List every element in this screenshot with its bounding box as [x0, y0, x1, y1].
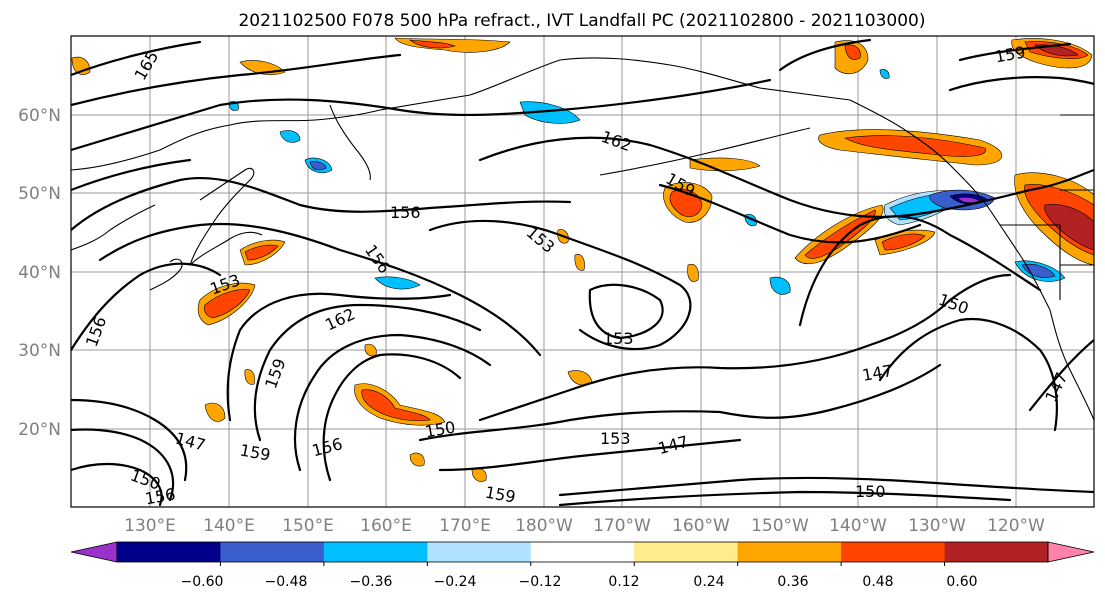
coastlines — [71, 57, 1094, 421]
colorbar-swatch — [220, 542, 325, 562]
positive-anomaly-shading — [71, 37, 1094, 482]
lon-label: 150°E — [282, 516, 334, 536]
latitude-labels: 60°N 50°N 40°N 30°N 20°N — [18, 106, 61, 440]
map-panel: 165 162 159 156 153 153 156 162 159 156 … — [70, 35, 1095, 508]
colorbar-ticks — [219, 562, 946, 566]
lat-label: 60°N — [18, 106, 61, 126]
contour-label: 153 — [603, 329, 634, 348]
lon-label: 160°E — [360, 516, 412, 536]
map-frame — [70, 35, 1095, 508]
colorbar-swatch — [944, 542, 1049, 562]
colorbar-tick-label: −0.48 — [265, 574, 308, 590]
lon-label: 120°W — [987, 516, 1045, 536]
colorbar: −0.60 −0.48 −0.36 −0.24 −0.12 0.12 0.24 … — [70, 541, 1095, 590]
lat-label: 40°N — [18, 263, 61, 283]
lon-label: 140°W — [829, 516, 887, 536]
colorbar-swatches — [70, 541, 1095, 563]
colorbar-tick-labels: −0.60 −0.48 −0.36 −0.24 −0.12 0.12 0.24 … — [181, 574, 978, 590]
lon-label: 160°W — [672, 516, 730, 536]
lat-label: 20°N — [18, 420, 61, 440]
longitude-labels: 130°E 140°E 150°E 160°E 170°E 180°W 170°… — [124, 516, 1045, 536]
contour-label: 156 — [143, 484, 176, 508]
contour-label: 153 — [600, 429, 631, 448]
colorbar-tick-label: 0.24 — [693, 574, 724, 590]
colorbar-swatch — [427, 542, 532, 562]
colorbar-tick-label: 0.60 — [946, 574, 977, 590]
colorbar-tick-label: 0.48 — [862, 574, 893, 590]
colorbar-swatch — [530, 542, 635, 562]
lon-label: 170°W — [593, 516, 651, 536]
graticule — [71, 36, 1094, 507]
colorbar-swatch — [634, 542, 739, 562]
lon-label: 180°W — [515, 516, 573, 536]
colorbar-tick-label: −0.12 — [519, 574, 562, 590]
lon-label: 130°E — [124, 516, 176, 536]
colorbar-tick-label: −0.36 — [350, 574, 393, 590]
contour-label: 156 — [390, 203, 421, 222]
lat-label: 30°N — [18, 341, 61, 361]
lon-label: 150°W — [751, 516, 809, 536]
colorbar-swatch — [737, 542, 842, 562]
map-title: 2021102500 F078 500 hPa refract., IVT La… — [238, 11, 925, 31]
colorbar-tick-label: 0.12 — [608, 574, 639, 590]
colorbar-tick-label: 0.36 — [777, 574, 808, 590]
colorbar-tick-label: −0.60 — [181, 574, 224, 590]
colorbar-frame — [116, 541, 1049, 563]
colorbar-swatch — [117, 542, 221, 562]
colorbar-extend-low — [70, 541, 118, 563]
lon-label: 140°E — [203, 516, 255, 536]
refractivity-contours — [71, 38, 1094, 507]
negative-anomaly-shading — [229, 69, 1066, 295]
colorbar-swatch — [323, 542, 428, 562]
lon-label: 170°E — [439, 516, 491, 536]
colorbar-tick-label: −0.24 — [434, 574, 477, 590]
colorbar-extend-high — [1047, 541, 1095, 563]
lat-label: 50°N — [18, 184, 61, 204]
contour-label: 150 — [855, 482, 886, 501]
colorbar-swatch — [841, 542, 946, 562]
lon-label: 130°W — [908, 516, 966, 536]
